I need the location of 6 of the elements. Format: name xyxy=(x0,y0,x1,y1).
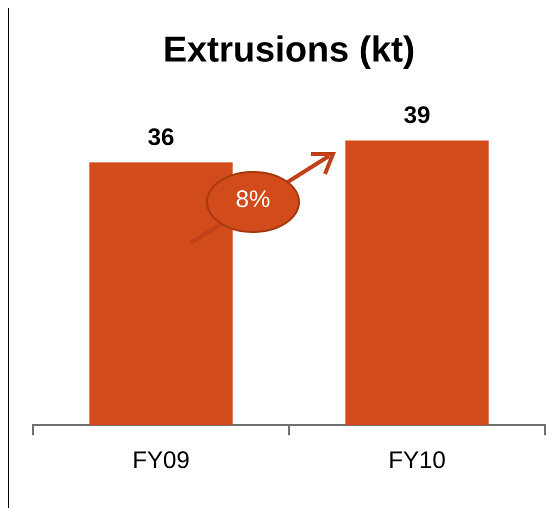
chart-title: Extrusions (kt) xyxy=(162,28,416,70)
data-label: 36 xyxy=(148,124,174,152)
data-label: 39 xyxy=(404,102,430,130)
x-tick-label: FY10 xyxy=(388,447,446,474)
annotation: 8% xyxy=(234,186,272,214)
x-tick-label: FY09 xyxy=(132,447,190,474)
